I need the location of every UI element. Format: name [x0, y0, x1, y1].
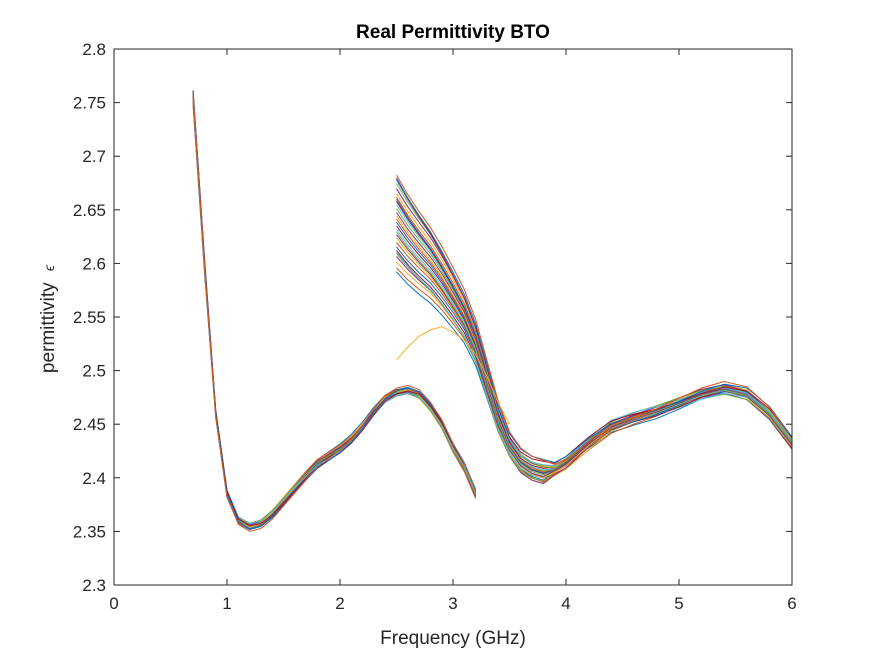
- series-line: [192, 91, 477, 530]
- y-axis-label-group: permittivity ϵ: [38, 264, 59, 373]
- x-tick-label: 4: [561, 594, 570, 613]
- y-tick-label: 2.75: [73, 94, 106, 113]
- y-tick-label: 2.35: [73, 522, 106, 541]
- y-tick-label: 2.65: [73, 201, 106, 220]
- series-line: [192, 93, 477, 532]
- y-axis-label: permittivity ϵ: [38, 264, 59, 373]
- series-line: [396, 175, 792, 466]
- x-tick-label: 2: [335, 594, 344, 613]
- y-tick-label: 2.45: [73, 415, 106, 434]
- series-line: [396, 178, 792, 464]
- series-line: [396, 251, 792, 479]
- y-axis-label-text: permittivity: [38, 282, 59, 373]
- x-tick-label: 0: [109, 594, 118, 613]
- y-tick-label: 2.5: [82, 362, 106, 381]
- series-line: [396, 231, 792, 476]
- y-tick-label: 2.3: [82, 576, 106, 595]
- series-line-outlier: [396, 326, 510, 425]
- x-axis: 0 1 2 3 4 5 6: [109, 49, 797, 613]
- x-tick-label: 1: [222, 594, 231, 613]
- series-line: [192, 91, 477, 525]
- y-tick-label: 2.8: [82, 40, 106, 59]
- x-tick-label: 6: [787, 594, 796, 613]
- chart-title: Real Permittivity BTO: [356, 22, 550, 43]
- y-tick-label: 2.6: [82, 254, 106, 273]
- x-tick-label: 3: [448, 594, 457, 613]
- y-axis: 2.3 2.35 2.4 2.45 2.5 2.55 2.6 2.65 2.7 2.75 2.8: [73, 40, 792, 595]
- y-tick-label: 2.55: [73, 308, 106, 327]
- y-axis-label-symbol: ϵ: [41, 264, 57, 271]
- x-tick-label: 5: [674, 594, 683, 613]
- y-tick-label: 2.7: [82, 147, 106, 166]
- series-group: [192, 90, 792, 532]
- x-axis-label: Frequency (GHz): [380, 628, 526, 649]
- y-tick-label: 2.4: [82, 469, 106, 488]
